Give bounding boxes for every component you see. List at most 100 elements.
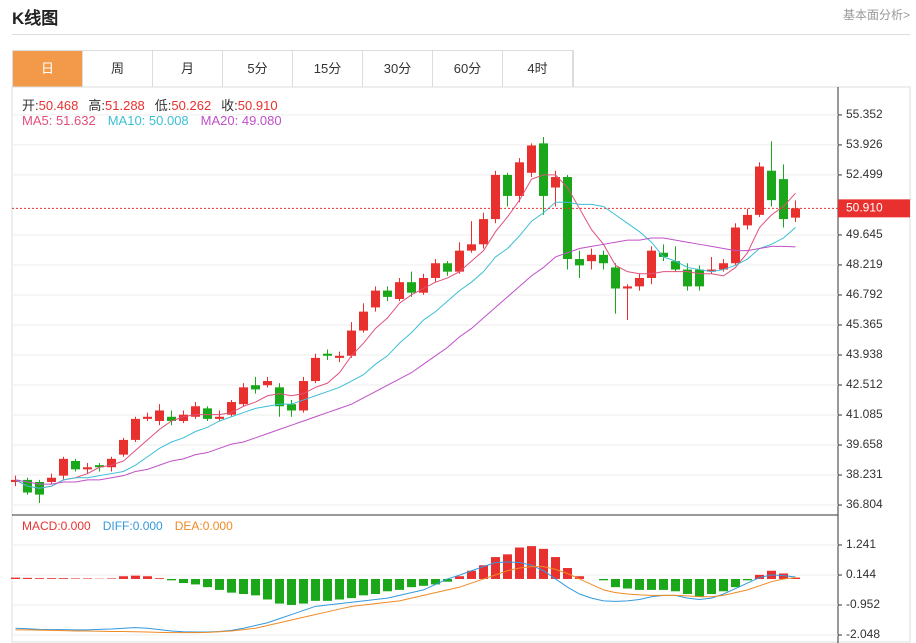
period-tab[interactable]: 月 bbox=[153, 51, 223, 87]
candle-body bbox=[431, 263, 440, 278]
period-tab[interactable]: 30分 bbox=[363, 51, 433, 87]
macd-bar bbox=[119, 576, 128, 579]
macd-bar bbox=[623, 578, 632, 589]
y-tick-label: 39.658 bbox=[846, 437, 883, 451]
candle-body bbox=[263, 381, 272, 386]
macd-bar bbox=[383, 578, 392, 592]
candle-body bbox=[155, 410, 164, 421]
candle-body bbox=[779, 179, 788, 220]
candle-body bbox=[287, 404, 296, 411]
fundamental-link[interactable]: 基本面分析> bbox=[842, 8, 910, 22]
period-tabs: 日周月 5分 15分 30分 60分 4时 bbox=[12, 50, 574, 87]
candle-body bbox=[767, 170, 776, 201]
candle-body bbox=[731, 227, 740, 264]
ohlc-name: 收: bbox=[221, 98, 238, 113]
macd-line bbox=[15, 566, 796, 634]
page-title: K线图 bbox=[12, 9, 59, 28]
macd-bar bbox=[551, 557, 560, 579]
legend-entry: MA20: 49.080 bbox=[200, 113, 282, 128]
y-tick-label: 43.938 bbox=[846, 347, 883, 361]
chart-frame bbox=[11, 86, 911, 643]
macd-bar bbox=[11, 577, 20, 579]
candle-body bbox=[371, 290, 380, 308]
macd-bar bbox=[23, 577, 32, 579]
macd-bar bbox=[635, 578, 644, 590]
period-tab[interactable]: 4时 bbox=[503, 51, 573, 87]
period-tab[interactable]: 60分 bbox=[433, 51, 503, 87]
y-tick-label: -2.048 bbox=[846, 627, 880, 641]
macd-bar bbox=[527, 546, 536, 579]
macd-bar bbox=[731, 578, 740, 588]
macd-bar bbox=[179, 578, 188, 584]
period-tab[interactable]: 5分 bbox=[223, 51, 293, 87]
legend-entry: DIFF:0.000 bbox=[102, 519, 163, 533]
candle-body bbox=[179, 414, 188, 421]
candle-body bbox=[191, 406, 200, 417]
candle-body bbox=[743, 214, 752, 226]
macd-bar bbox=[455, 576, 464, 579]
ma-line bbox=[15, 174, 796, 489]
ma-line bbox=[15, 201, 796, 489]
last-price-box bbox=[838, 199, 910, 218]
candle-body bbox=[707, 269, 716, 272]
macd-bar bbox=[479, 565, 488, 579]
candle-body bbox=[527, 145, 536, 173]
macd-bar bbox=[611, 578, 620, 588]
macd-bar bbox=[167, 578, 176, 581]
macd-bar bbox=[59, 578, 68, 579]
candle-body bbox=[131, 418, 140, 440]
y-tick-label: 53.926 bbox=[846, 137, 883, 151]
candle-body bbox=[167, 416, 176, 421]
macd-bar bbox=[443, 578, 452, 582]
candle-body bbox=[59, 458, 68, 476]
ma-legend: MA5: 51.632 MA10: 50.008 MA20: 49.080 bbox=[22, 113, 294, 128]
legend-entry: MACD:0.000 bbox=[22, 519, 91, 533]
macd-bar bbox=[323, 578, 332, 601]
macd-bar bbox=[719, 578, 728, 592]
macd-bar bbox=[395, 578, 404, 590]
period-tab[interactable]: 15分 bbox=[293, 51, 363, 87]
candle-body bbox=[455, 250, 464, 272]
y-tick-label: 55.352 bbox=[846, 107, 883, 121]
macd-bar bbox=[407, 578, 416, 588]
candle-body bbox=[419, 277, 428, 293]
ohlc-name: 开: bbox=[22, 98, 39, 113]
candle-body bbox=[347, 330, 356, 356]
macd-legend: MACD:0.000 DIFF:0.000 DEA:0.000 bbox=[22, 519, 245, 533]
macd-bar bbox=[299, 578, 308, 604]
macd-bar bbox=[539, 548, 548, 579]
macd-bar bbox=[47, 578, 56, 579]
candle-body bbox=[719, 263, 728, 270]
macd-bar bbox=[251, 578, 260, 596]
candle-body bbox=[383, 290, 392, 297]
period-tab[interactable]: 日 bbox=[13, 51, 83, 87]
candle-body bbox=[623, 286, 632, 289]
macd-bar bbox=[419, 578, 428, 586]
candle-body bbox=[671, 261, 680, 270]
candle-body bbox=[647, 250, 656, 278]
ohlc-value: 50.910 bbox=[237, 98, 278, 113]
divider bbox=[12, 34, 910, 35]
period-tab[interactable]: 周 bbox=[83, 51, 153, 87]
candle-body bbox=[239, 387, 248, 405]
y-tick-label: 48.219 bbox=[846, 257, 883, 271]
ohlc-name: 低: bbox=[154, 98, 172, 113]
macd-bar bbox=[743, 578, 752, 581]
candle-body bbox=[119, 439, 128, 455]
macd-bar bbox=[467, 570, 476, 579]
macd-bar bbox=[347, 578, 356, 599]
y-tick-label: 45.365 bbox=[846, 317, 883, 331]
macd-bar bbox=[287, 578, 296, 605]
macd-bar bbox=[71, 578, 80, 579]
candle-body bbox=[659, 252, 668, 257]
candle-body bbox=[599, 254, 608, 264]
macd-bar bbox=[779, 573, 788, 579]
candle-body bbox=[335, 355, 344, 358]
candle-body bbox=[479, 219, 488, 245]
macd-bar bbox=[431, 578, 440, 585]
macd-bar bbox=[131, 575, 140, 579]
macd-bar bbox=[359, 578, 368, 596]
candle-body bbox=[791, 208, 800, 218]
y-tick-label: 46.792 bbox=[846, 287, 883, 301]
candle-body bbox=[323, 353, 332, 356]
